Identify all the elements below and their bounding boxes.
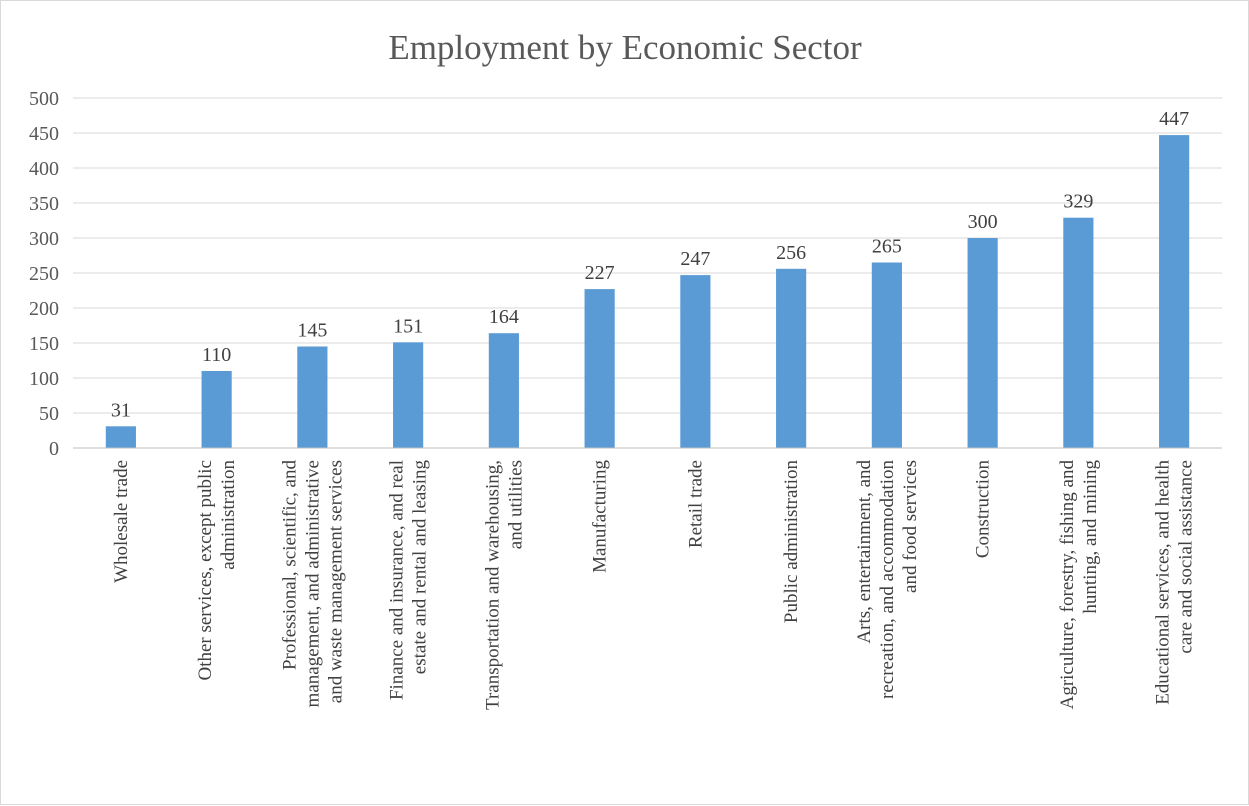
bar (967, 238, 998, 448)
y-tick-label: 200 (29, 298, 59, 320)
category-label-line: care and social assistance (1176, 460, 1197, 654)
y-tick-label: 450 (29, 123, 59, 145)
category-label-line: Manufacturing (590, 460, 611, 573)
category-label: Wholesale trade (111, 460, 132, 583)
category-label-line: and food services (900, 460, 921, 593)
data-label: 110 (202, 344, 231, 366)
data-label: 31 (111, 399, 131, 421)
bar (105, 426, 136, 448)
data-label: 145 (297, 320, 327, 342)
category-label-line: Professional, scientific, and (279, 460, 300, 671)
category-label-line: Agriculture, forestry, fishing and (1057, 460, 1078, 710)
bar (393, 342, 424, 448)
data-label: 164 (489, 306, 519, 328)
data-labels: 31 110 145 151 164 227 247 256 265 300 329 447 (111, 108, 1189, 421)
category-label: Agriculture, forestry, fishing and huntin… (1057, 460, 1101, 710)
category-label-line: administration (218, 460, 239, 570)
category-label: Finance and insurance, and real estate an… (387, 460, 431, 701)
data-label: 247 (680, 248, 710, 270)
category-label-line: Arts, entertainment, and (854, 460, 875, 644)
data-label: 447 (1159, 108, 1189, 130)
bar (1063, 217, 1094, 448)
data-label: 329 (1063, 191, 1093, 213)
category-label: Arts, entertainment, and recreation, and … (854, 460, 921, 699)
category-label-line: Public administration (781, 460, 802, 624)
category-label-line: Other services, except public (195, 460, 216, 681)
y-tick-label: 300 (29, 228, 59, 250)
category-label: Professional, scientific, and management,… (279, 460, 346, 708)
category-label-line: hunting, and mining (1080, 460, 1101, 614)
category-label-line: and waste management services (325, 460, 346, 703)
category-label: Other services, except public administrat… (195, 460, 239, 681)
category-label-line: Wholesale trade (111, 460, 132, 583)
y-tick-label: 350 (29, 193, 59, 215)
category-label-line: estate and rental and leasing (410, 460, 431, 675)
category-label: Public administration (781, 460, 802, 624)
category-label-line: Retail trade (685, 460, 706, 548)
bar (201, 371, 232, 448)
y-tick-label: 50 (39, 403, 59, 425)
y-tick-label: 500 (29, 88, 59, 110)
gridlines (73, 97, 1222, 414)
category-label-line: Finance and insurance, and real (387, 460, 408, 700)
y-axis-ticks: 0 50 100 150 200 250 300 350 400 450 500 (29, 88, 59, 460)
category-labels: Wholesale trade Other services, except pu… (111, 460, 1197, 710)
data-label: 256 (776, 242, 806, 264)
category-label-line: recreation, and accommodation (877, 460, 898, 699)
bar (488, 333, 519, 448)
chart-title: Employment by Economic Sector (388, 28, 862, 67)
y-tick-label: 100 (29, 368, 59, 390)
bar (584, 289, 615, 448)
bar (1159, 135, 1190, 448)
bar (871, 262, 902, 448)
y-tick-label: 0 (49, 438, 59, 460)
category-label-line: and utilities (505, 460, 526, 549)
bars (105, 135, 1190, 448)
data-label: 300 (968, 211, 998, 233)
category-label-line: management, and administrative (302, 460, 323, 707)
y-tick-label: 400 (29, 158, 59, 180)
category-label: Transportation and warehousing, and utili… (482, 460, 526, 710)
data-label: 265 (872, 236, 902, 258)
y-tick-label: 150 (29, 333, 59, 355)
category-label: Educational services, and health care and… (1153, 460, 1197, 705)
category-label-line: Educational services, and health (1153, 460, 1174, 705)
category-label: Manufacturing (590, 460, 611, 573)
category-label-line: Construction (973, 460, 994, 559)
bar (297, 346, 328, 448)
y-tick-label: 250 (29, 263, 59, 285)
bar (776, 268, 807, 448)
data-label: 151 (393, 315, 423, 337)
bar (680, 275, 711, 448)
category-label: Construction (973, 460, 994, 559)
data-label: 227 (585, 262, 615, 284)
category-label: Retail trade (685, 460, 706, 548)
category-label-line: Transportation and warehousing, (482, 460, 503, 710)
